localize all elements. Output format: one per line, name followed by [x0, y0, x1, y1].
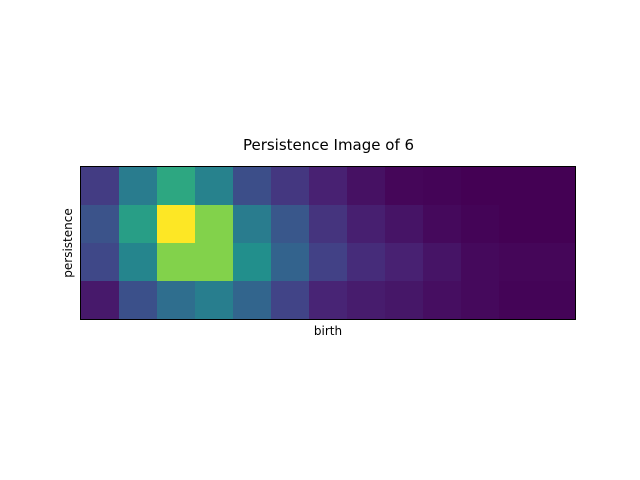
- heatmap-cell: [423, 281, 462, 320]
- heatmap-cell: [385, 205, 424, 244]
- heatmap-cell: [119, 205, 158, 244]
- heatmap-cell: [385, 167, 424, 206]
- heatmap-cell: [309, 281, 348, 320]
- heatmap-cell: [195, 281, 234, 320]
- heatmap-cell: [347, 243, 386, 282]
- heatmap-cell: [499, 167, 538, 206]
- heatmap-cell: [271, 243, 310, 282]
- heatmap-cell: [347, 281, 386, 320]
- heatmap-cell: [157, 205, 196, 244]
- plot-frame: [80, 166, 576, 320]
- heatmap-cell: [271, 205, 310, 244]
- heatmap-cell: [385, 281, 424, 320]
- heatmap-cell: [81, 167, 120, 206]
- heatmap-cell: [347, 205, 386, 244]
- heatmap-cell: [81, 281, 120, 320]
- heatmap-cell: [195, 167, 234, 206]
- heatmap-cell: [119, 281, 158, 320]
- heatmap-cell: [233, 167, 272, 206]
- heatmap-cell: [347, 167, 386, 206]
- heatmap-cell: [157, 243, 196, 282]
- heatmap-cells: [81, 167, 576, 320]
- x-axis-label: birth: [314, 324, 342, 338]
- heatmap-cell: [195, 205, 234, 244]
- heatmap-cell: [537, 205, 576, 244]
- heatmap-cell: [309, 167, 348, 206]
- heatmap-cell: [537, 243, 576, 282]
- heatmap-cell: [233, 281, 272, 320]
- heatmap-cell: [81, 243, 120, 282]
- heatmap-cell: [271, 167, 310, 206]
- heatmap-cell: [423, 243, 462, 282]
- heatmap-cell: [233, 243, 272, 282]
- heatmap-cell: [271, 281, 310, 320]
- chart-title: Persistence Image of 6: [243, 136, 414, 154]
- heatmap-cell: [385, 243, 424, 282]
- heatmap-cell: [537, 281, 576, 320]
- heatmap-cell: [537, 167, 576, 206]
- heatmap-cell: [81, 205, 120, 244]
- heatmap-cell: [499, 243, 538, 282]
- heatmap-cell: [119, 243, 158, 282]
- y-axis-label: persistence: [61, 208, 75, 277]
- heatmap-cell: [309, 205, 348, 244]
- heatmap-cell: [461, 243, 500, 282]
- heatmap-cell: [423, 205, 462, 244]
- heatmap-cell: [461, 205, 500, 244]
- heatmap-cell: [499, 281, 538, 320]
- heatmap-cell: [119, 167, 158, 206]
- heatmap-cell: [423, 167, 462, 206]
- heatmap-cell: [195, 243, 234, 282]
- heatmap-cell: [499, 205, 538, 244]
- heatmap-cell: [461, 281, 500, 320]
- heatmap-cell: [309, 243, 348, 282]
- heatmap-cell: [157, 281, 196, 320]
- heatmap-cell: [157, 167, 196, 206]
- heatmap-cell: [461, 167, 500, 206]
- heatmap-cell: [233, 205, 272, 244]
